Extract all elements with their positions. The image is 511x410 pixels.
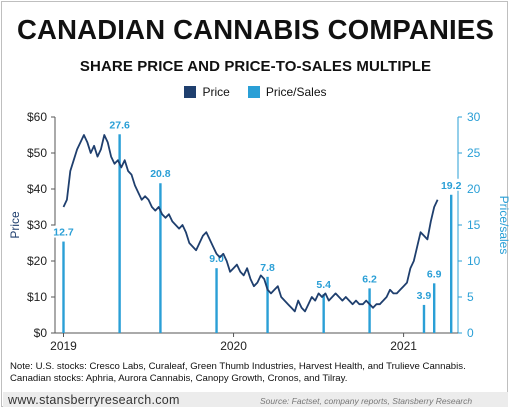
price-sales-bar	[62, 241, 65, 333]
right-tick-label: 0	[467, 326, 474, 340]
left-tick-label: $0	[34, 326, 48, 340]
footer-source: Source: Factset, company reports, Stansb…	[260, 396, 473, 406]
y-axis-title: Price	[8, 211, 22, 239]
price-sales-bar	[422, 304, 426, 333]
legend-swatch-price-sales	[247, 86, 260, 98]
legend-item-price-sales: Price/Sales	[247, 85, 327, 99]
chart-note: Note: U.S. stocks: Cresco Labs, Curaleaf…	[10, 361, 505, 385]
left-tick-label: $10	[27, 290, 47, 304]
price-sales-label-bg	[311, 278, 336, 291]
price-sales-label: 27.6	[109, 119, 130, 131]
x-tick-label: 2020	[220, 339, 247, 353]
price-sales-bar	[215, 268, 218, 333]
legend-item-price: Price	[184, 85, 230, 99]
chart-title: CANADIAN CANNABIS COMPANIES	[17, 14, 494, 45]
price-sales-label: 3.9	[417, 290, 432, 302]
price-line	[62, 134, 439, 313]
right-tick-label: 20	[467, 182, 481, 196]
price-sales-label-bg	[107, 118, 132, 131]
price-sales-label-bg	[357, 272, 382, 285]
price-sales-label: 6.2	[362, 273, 377, 285]
price-sales-bar	[159, 183, 162, 333]
price-sales-label: 20.8	[150, 168, 171, 180]
price-sales-label-bg	[255, 260, 280, 273]
left-tick-label: $30	[27, 218, 47, 232]
price-sales-bar	[449, 194, 453, 333]
price-sales-label-bg	[51, 225, 76, 238]
price-sales-bar	[432, 283, 436, 333]
price-sales-label-bg	[148, 167, 173, 180]
price-sales-label: 5.4	[316, 279, 331, 291]
legend-label-price: Price	[202, 85, 230, 99]
footer-url: www.stansberryresearch.com	[8, 393, 180, 407]
right-tick-label: 10	[467, 254, 481, 268]
y2-axis-title: Price/sales	[497, 196, 511, 255]
price-sales-bar	[118, 134, 121, 333]
footer-bar	[3, 392, 508, 407]
price-sales-label-bg	[439, 178, 464, 191]
price-sales-bar	[368, 288, 371, 333]
price-sales-bar	[322, 294, 325, 333]
right-tick-label: 5	[467, 290, 474, 304]
left-tick-label: $20	[27, 254, 47, 268]
note-line-1: Note: U.S. stocks: Cresco Labs, Curaleaf…	[10, 361, 466, 372]
x-tick-label: 2021	[390, 339, 417, 353]
price-sales-label-bg	[422, 267, 447, 280]
price-sales-label: 12.7	[53, 227, 74, 239]
legend-label-price-sales: Price/Sales	[265, 85, 327, 99]
left-tick-label: $60	[27, 110, 47, 124]
price-sales-bar	[266, 276, 269, 333]
legend-swatch-price	[184, 86, 197, 98]
note-line-2: Canadian stocks: Aphria, Aurora Cannabis…	[10, 373, 348, 384]
chart-legend: Price Price/Sales	[0, 85, 511, 99]
chart-subtitle: SHARE PRICE AND PRICE-TO-SALES MULTIPLE	[79, 58, 432, 75]
left-tick-label: $40	[27, 182, 47, 196]
price-sales-label: 7.8	[260, 262, 275, 274]
right-tick-label: 30	[467, 110, 481, 124]
x-tick-label: 2019	[50, 339, 77, 353]
price-sales-label: 6.9	[427, 268, 442, 280]
right-tick-label: 15	[467, 218, 481, 232]
price-sales-label-bg	[411, 288, 436, 301]
left-tick-label: $50	[27, 146, 47, 160]
right-tick-label: 25	[467, 146, 481, 160]
price-sales-label: 19.2	[441, 180, 462, 192]
